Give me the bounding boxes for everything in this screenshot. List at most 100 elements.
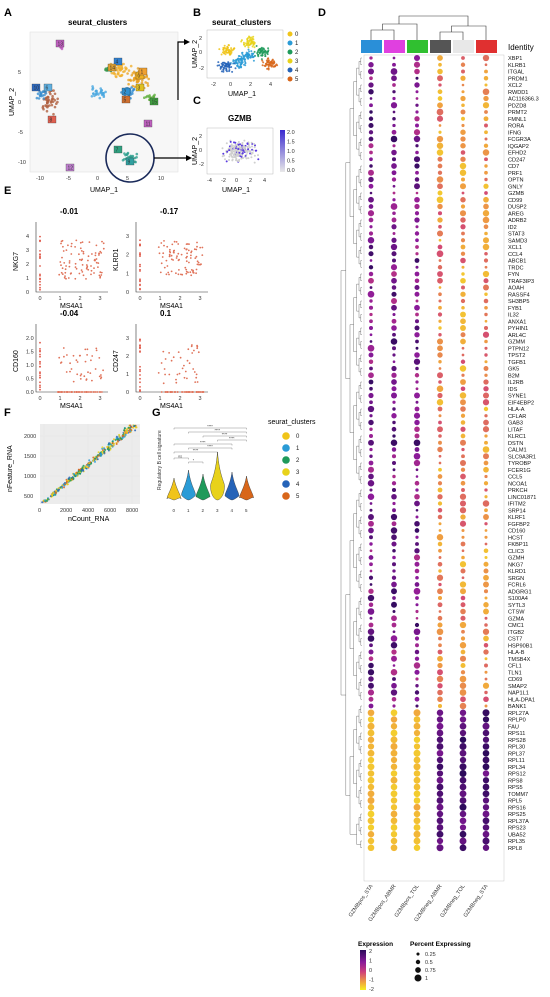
panel-d-dot xyxy=(392,562,396,567)
panel-d-dot xyxy=(460,318,466,325)
panel-b-cell-point xyxy=(230,47,233,50)
panel-a-cluster-label: 2 xyxy=(124,90,127,96)
panel-d-dot xyxy=(367,709,375,717)
panel-c-cell-point xyxy=(237,148,240,150)
panel-d-row-dendrogram-branch xyxy=(360,597,362,605)
panel-d-row-dendrogram-branch xyxy=(356,499,359,528)
panel-d-expression-tick: -1 xyxy=(369,978,374,984)
panel-d-dot xyxy=(391,581,397,588)
panel-d-gene-label: RPL37 xyxy=(508,751,525,757)
panel-d-dot xyxy=(437,156,443,162)
panel-a-cell-point xyxy=(148,94,151,97)
panel-d-dot xyxy=(460,143,466,149)
panel-d-dot xyxy=(413,770,421,777)
panel-d-dot xyxy=(436,844,444,852)
panel-e-cell-point xyxy=(95,261,98,264)
panel-d-gene-label: TGFB1 xyxy=(508,360,526,366)
panel-e-cell-point xyxy=(175,378,177,381)
panel-e-cell-point xyxy=(184,266,187,269)
panel-a-cluster-label-box xyxy=(121,95,131,104)
panel-d-dot xyxy=(368,602,374,607)
panel-d-dot xyxy=(436,675,444,683)
panel-d-dot xyxy=(367,776,375,784)
panel-d-dot xyxy=(436,776,444,784)
panel-e-cell-point xyxy=(163,244,165,247)
panel-d-dot xyxy=(438,434,442,438)
panel-b-x-tick: 0 xyxy=(229,82,232,88)
panel-d-dot xyxy=(391,318,397,324)
panel-e-x-tick: 1 xyxy=(159,396,162,402)
panel-d-dot xyxy=(484,63,488,67)
panel-d-dot xyxy=(367,210,375,217)
panel-a-cell-point xyxy=(100,89,103,92)
panel-e-zero-point xyxy=(139,374,141,376)
panel-b-cell-point xyxy=(250,50,253,53)
panel-d-dot xyxy=(415,225,419,229)
panel-e-cell-point xyxy=(83,391,86,393)
panel-c-cell-point xyxy=(246,142,249,145)
panel-d-row-dendrogram-branch xyxy=(360,773,362,781)
panel-a-cell-point xyxy=(146,94,149,98)
panel-f-cell-point xyxy=(101,446,104,449)
panel-d-dot xyxy=(367,716,375,723)
panel-f-cell-point xyxy=(72,473,75,475)
panel-a-cell-point xyxy=(50,103,54,107)
panel-d-dot xyxy=(368,196,374,203)
panel-f-cell-point xyxy=(102,449,104,452)
panel-d-percent-dot xyxy=(416,952,420,956)
panel-f-cell-point xyxy=(41,501,44,504)
panel-e-cell-point xyxy=(102,369,104,372)
panel-d-dot xyxy=(460,338,466,345)
panel-f-cell-point xyxy=(92,456,95,459)
panel-d-dot xyxy=(390,804,398,811)
panel-d-dot xyxy=(482,824,490,831)
panel-d-dot xyxy=(413,844,421,851)
panel-d-group-labels: GZMBpos_STAGZMBpos_ABMRGZMBpos_TOLGZMBne… xyxy=(348,883,490,923)
panel-a-cluster-label: 8 xyxy=(50,118,53,124)
panel-d-dot xyxy=(459,689,467,696)
panel-d-dot xyxy=(391,493,397,500)
panel-d-dot xyxy=(413,54,421,62)
panel-e-cell-point xyxy=(68,260,71,262)
panel-d-dot xyxy=(414,649,420,655)
panel-a-cluster-label-box xyxy=(125,157,135,166)
panel-d-dot xyxy=(482,54,490,62)
panel-d-dot xyxy=(367,756,375,764)
panel-b-xlabel: UMAP_1 xyxy=(228,91,256,98)
panel-c-cell-point xyxy=(250,156,253,159)
panel-d-dot xyxy=(482,628,490,635)
panel-a-cluster-label-box xyxy=(43,83,53,92)
panel-d-row-dendrogram-branch xyxy=(356,283,359,312)
panel-d-row-dendrogram-branch xyxy=(358,763,361,778)
panel-a-cluster-label: 3 xyxy=(138,86,141,92)
panel-e-zero-point xyxy=(39,363,41,365)
panel-e-cell-point xyxy=(192,269,195,272)
panel-e-cell-point xyxy=(195,391,198,393)
panel-a-cell-point xyxy=(98,96,102,100)
panel-f-cell-point xyxy=(121,434,124,437)
panel-e-cell-point xyxy=(59,391,62,393)
panel-d-dot xyxy=(368,89,374,95)
panel-g-significance-label: **** xyxy=(207,445,213,449)
panel-e-cell-point xyxy=(62,250,65,252)
panel-e-cell-point xyxy=(100,271,103,274)
panel-e-zero-point xyxy=(39,341,41,344)
panel-e-cell-point xyxy=(70,242,73,245)
panel-e-cell-point xyxy=(177,243,180,245)
panel-b-cell-point xyxy=(238,61,241,64)
panel-b-cell-point xyxy=(240,62,243,65)
panel-d-row-dendrogram-branch xyxy=(358,790,361,805)
panel-a-cell-point xyxy=(92,92,95,95)
panel-g-violin xyxy=(224,471,240,501)
panel-c-cell-point xyxy=(239,150,242,153)
panel-e-cell-point xyxy=(181,391,184,393)
panel-d-dot xyxy=(436,736,444,743)
panel-d-gene-label: RPS12 xyxy=(508,772,526,778)
panel-g-x-tick: 2 xyxy=(202,508,205,513)
panel-d-row-dendrogram-branch xyxy=(360,300,362,308)
panel-d-dot xyxy=(390,135,398,143)
panel-d-gene-label: AREG xyxy=(508,211,524,217)
panel-d-dot xyxy=(368,379,374,385)
panel-e-y-tick: 1.0 xyxy=(26,363,34,369)
